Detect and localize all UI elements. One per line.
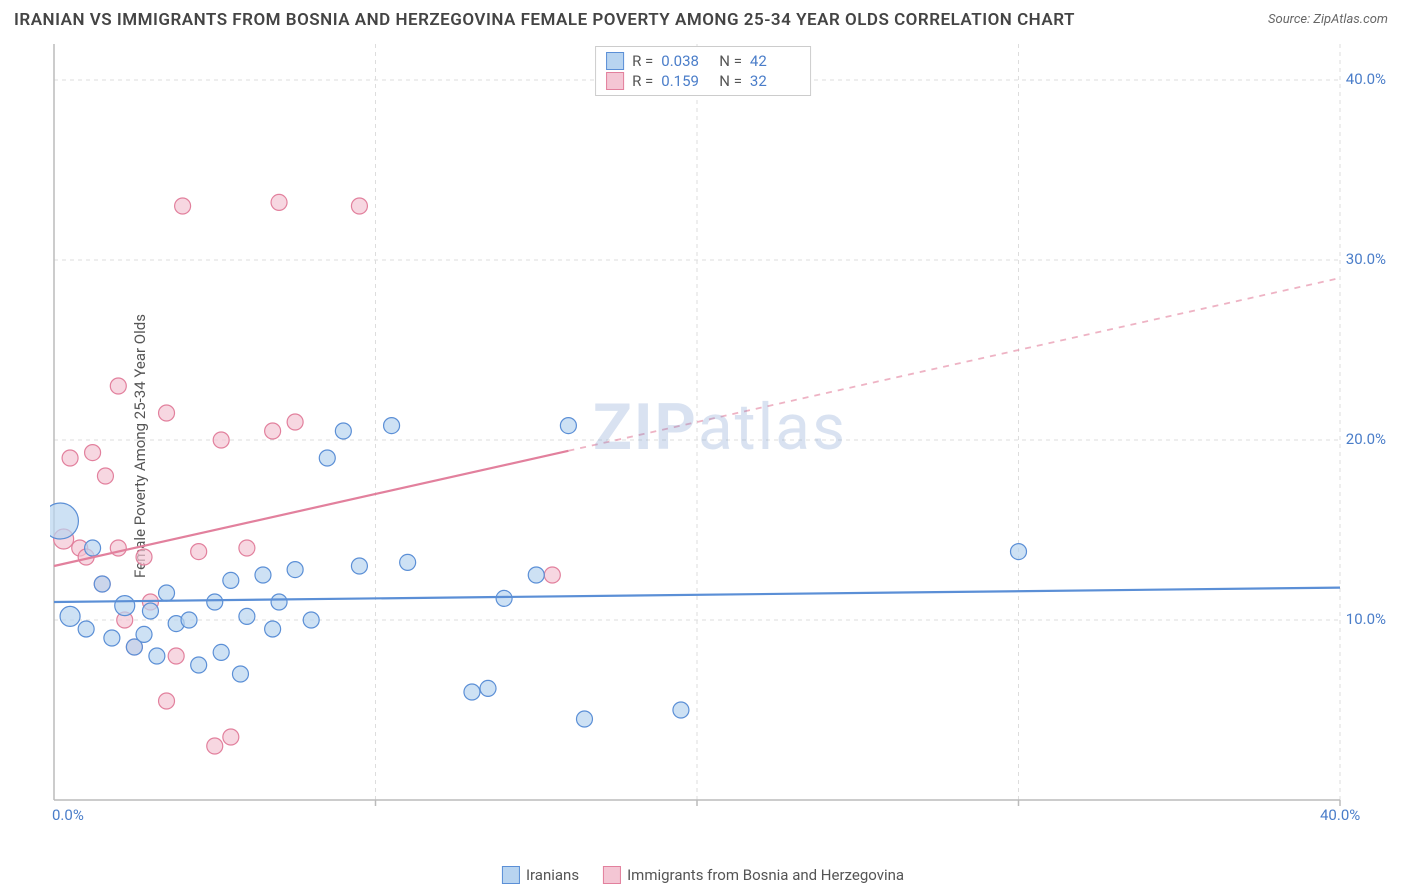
x-tick-label: 40.0%: [1320, 806, 1360, 824]
legend-row-a: R = 0.038 N = 42: [606, 51, 800, 71]
n-label: N =: [719, 52, 742, 70]
r-value-a: 0.038: [661, 52, 711, 70]
y-tick-label: 40.0%: [1346, 70, 1386, 88]
n-value-a: 42: [750, 52, 800, 70]
n-value-b: 32: [750, 72, 800, 90]
legend-item-b: Immigrants from Bosnia and Herzegovina: [603, 866, 904, 884]
series-legend: Iranians Immigrants from Bosnia and Herz…: [502, 866, 904, 884]
n-label: N =: [719, 72, 742, 90]
y-tick-label: 10.0%: [1346, 610, 1386, 628]
r-label: R =: [632, 52, 653, 70]
legend-label-a: Iranians: [526, 866, 579, 884]
legend-swatch-a-icon: [502, 866, 520, 884]
x-tick-label: 0.0%: [52, 806, 84, 824]
source-attribution: Source: ZipAtlas.com: [1268, 12, 1388, 27]
legend-item-a: Iranians: [502, 866, 579, 884]
legend-row-b: R = 0.159 N = 32: [606, 71, 800, 91]
scatter-plot: [50, 40, 1390, 830]
r-value-b: 0.159: [661, 72, 711, 90]
correlation-legend: R = 0.038 N = 42 R = 0.159 N = 32: [595, 46, 811, 96]
y-tick-label: 20.0%: [1346, 430, 1386, 448]
legend-label-b: Immigrants from Bosnia and Herzegovina: [627, 866, 904, 884]
legend-swatch-b-icon: [603, 866, 621, 884]
chart-area: ZIPatlas 10.0%20.0%30.0%40.0%0.0%40.0%: [50, 40, 1390, 830]
chart-title: IRANIAN VS IMMIGRANTS FROM BOSNIA AND HE…: [14, 10, 1075, 30]
r-label: R =: [632, 72, 653, 90]
legend-swatch-a: [606, 52, 624, 70]
y-tick-label: 30.0%: [1346, 250, 1386, 268]
legend-swatch-b: [606, 72, 624, 90]
